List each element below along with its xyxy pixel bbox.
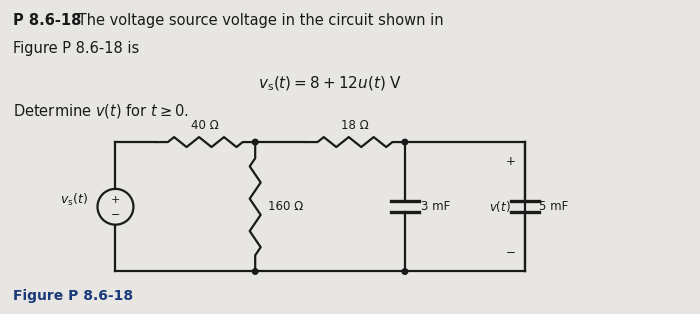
Text: $v(t)$: $v(t)$ (489, 199, 511, 214)
Circle shape (402, 139, 407, 145)
Text: −: − (111, 210, 120, 220)
Text: 18 Ω: 18 Ω (341, 119, 369, 132)
Text: 40 Ω: 40 Ω (191, 119, 219, 132)
Text: The voltage source voltage in the circuit shown in: The voltage source voltage in the circui… (73, 13, 443, 28)
Text: Figure P 8.6-18 is: Figure P 8.6-18 is (13, 41, 139, 56)
Circle shape (253, 269, 258, 274)
Text: −: − (505, 246, 516, 258)
Text: $v_{\mathrm{s}}(t) = 8 + 12u(t)\ \mathrm{V}$: $v_{\mathrm{s}}(t) = 8 + 12u(t)\ \mathrm… (258, 74, 402, 93)
Text: $v_{\mathrm{s}}(t)$: $v_{\mathrm{s}}(t)$ (60, 192, 88, 208)
Text: 5 mF: 5 mF (538, 200, 568, 213)
Circle shape (253, 139, 258, 145)
Text: P 8.6-18: P 8.6-18 (13, 13, 81, 28)
Text: Figure P 8.6-18: Figure P 8.6-18 (13, 290, 133, 303)
Text: +: + (505, 155, 516, 168)
Text: Determine $v(t)$ for $t \geq 0$.: Determine $v(t)$ for $t \geq 0$. (13, 102, 188, 120)
Text: 3 mF: 3 mF (421, 200, 450, 213)
Text: +: + (111, 195, 120, 205)
Circle shape (402, 269, 407, 274)
Text: 160 Ω: 160 Ω (268, 200, 303, 213)
